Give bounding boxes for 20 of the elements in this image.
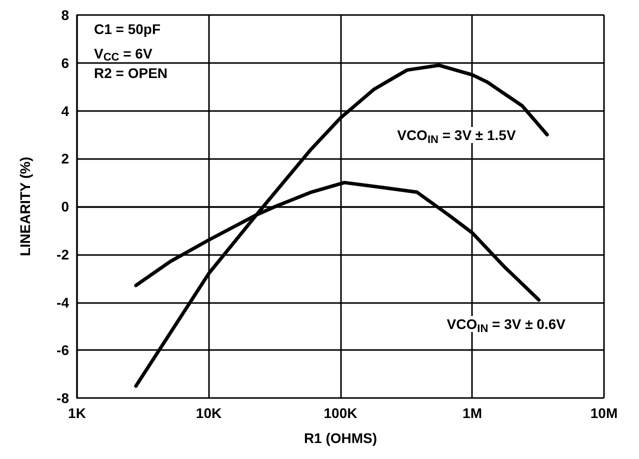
x-axis-title: R1 (OHMS) <box>304 430 378 446</box>
annotation: C1 = 50pF <box>94 21 161 37</box>
y-tick-label: 6 <box>61 54 70 71</box>
annotation: R2 = OPEN <box>94 65 168 81</box>
x-tick-label: 10K <box>196 405 222 421</box>
y-tick-label: 0 <box>61 198 70 214</box>
y-tick-label: 2 <box>61 150 70 167</box>
y-tick-label: 8 <box>61 7 70 23</box>
x-tick-label: 100K <box>324 405 358 421</box>
text: VCO$_{IN}$ = 3V ± 0.6V <box>444 316 568 335</box>
series-label: VCO$_{IN}$ = 3V ± 1.5V <box>394 126 519 146</box>
x-tick-label: 10M <box>590 405 618 421</box>
x-tick-label: 1K <box>68 405 86 421</box>
y-tick-label: -4 <box>56 294 70 310</box>
y-tick-label: -8 <box>56 390 70 406</box>
y-axis-title: LINEARITY (%) <box>17 156 33 256</box>
x-tick-label: 1M <box>462 405 482 421</box>
y-tick-label: 4 <box>61 102 70 119</box>
y-tick-label: -2 <box>56 246 70 262</box>
y-tick-label: -6 <box>56 342 70 358</box>
